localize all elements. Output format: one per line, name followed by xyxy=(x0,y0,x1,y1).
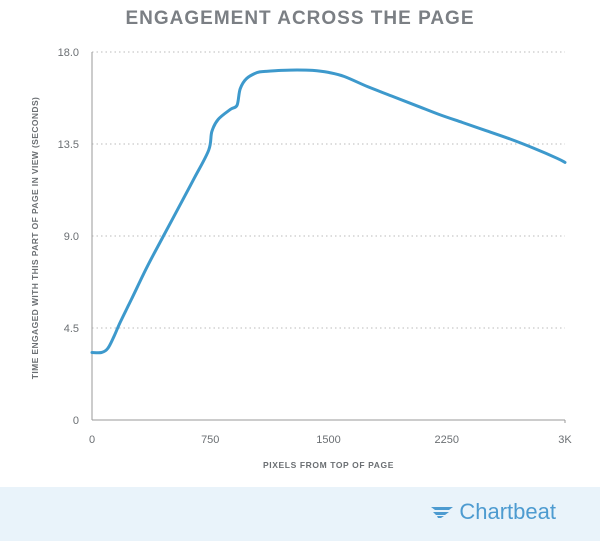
chart-title: ENGAGEMENT ACROSS THE PAGE xyxy=(125,8,475,29)
y-axis-label: TIME ENGAGED WITH THIS PART OF PAGE IN V… xyxy=(30,97,40,380)
y-tick-label: 18.0 xyxy=(58,47,79,59)
x-tick-labels: 0 750 1500 2250 3K xyxy=(89,434,572,446)
x-tick-label: 2250 xyxy=(435,434,459,446)
brand-logo[interactable]: Chartbeat xyxy=(429,499,556,525)
y-tick-labels: 0 4.5 9.0 13.5 18.0 xyxy=(58,47,79,427)
y-tick-label: 13.5 xyxy=(58,139,79,151)
x-axis-label: PIXELS FROM TOP OF PAGE xyxy=(263,460,394,470)
chartbeat-wing-icon xyxy=(429,499,459,525)
footer-bar: Chartbeat xyxy=(0,487,600,541)
y-tick-label: 9.0 xyxy=(64,231,79,243)
x-tick-label: 0 xyxy=(89,434,95,446)
y-tick-label: 4.5 xyxy=(64,323,79,335)
engagement-series-line xyxy=(90,68,567,355)
x-tick-label: 3K xyxy=(558,434,572,446)
y-tick-label: 0 xyxy=(73,415,79,427)
line-chart: 0 4.5 9.0 13.5 18.0 0 750 1500 2250 3K PIXELS FR… xyxy=(30,47,572,470)
x-tick-label: 750 xyxy=(201,434,219,446)
x-tick-label: 1500 xyxy=(316,434,340,446)
grid-lines xyxy=(92,51,565,329)
brand-name: Chartbeat xyxy=(459,499,556,524)
